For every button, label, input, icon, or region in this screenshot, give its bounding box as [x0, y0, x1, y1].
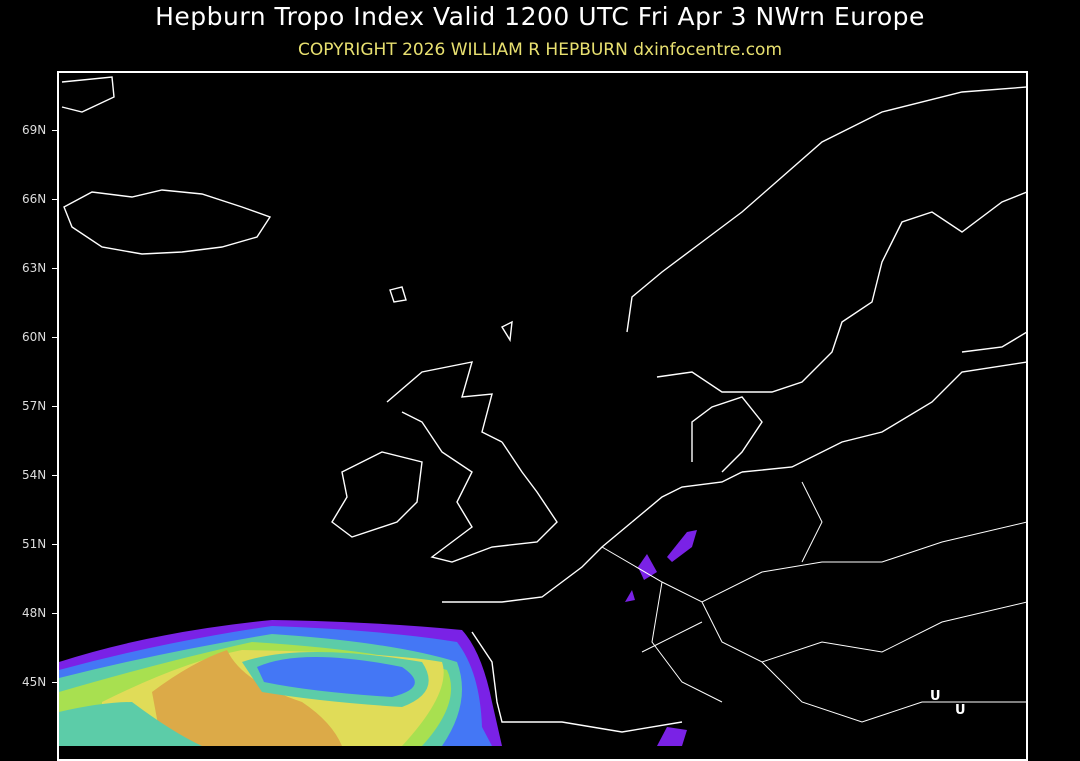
map-canvas: U U	[59, 76, 1026, 746]
lat-label: 66N	[22, 192, 47, 206]
lat-label: 63N	[22, 261, 47, 275]
lat-tick	[52, 337, 57, 338]
lat-tick	[52, 268, 57, 269]
index-purple-patch-lux	[638, 554, 657, 580]
lat-tick	[52, 613, 57, 614]
denmark-coast	[691, 396, 763, 473]
norway-coast	[626, 86, 1026, 333]
finland-coast	[961, 331, 1026, 353]
index-purple-patch-med	[657, 727, 687, 746]
lat-tick	[52, 406, 57, 407]
lat-label: 57N	[22, 399, 47, 413]
borders	[601, 481, 1026, 723]
lat-label: 45N	[22, 675, 47, 689]
scotland-coast	[386, 361, 503, 443]
lat-label: 54N	[22, 468, 47, 482]
baltic-coast	[741, 361, 1026, 473]
lat-label: 69N	[22, 123, 47, 137]
lat-label: 60N	[22, 330, 47, 344]
britain-coast	[401, 411, 558, 563]
ireland-coast	[331, 451, 423, 538]
coastlines	[61, 76, 1026, 733]
iceland-coast	[63, 189, 272, 255]
lat-tick	[52, 682, 57, 683]
marker-u: U	[955, 703, 966, 718]
lat-label: 48N	[22, 606, 47, 620]
index-teal-inner	[59, 702, 202, 746]
shetland-coast	[501, 320, 513, 343]
faroe-coast	[389, 286, 407, 303]
copyright-line: COPYRIGHT 2026 WILLIAM R HEPBURN dxinfoc…	[297, 40, 783, 60]
index-purple-patch-benelux	[667, 530, 697, 562]
greenland-coast	[61, 76, 115, 113]
lat-tick	[52, 475, 57, 476]
map-title: Hepburn Tropo Index Valid 1200 UTC Fri A…	[155, 2, 925, 31]
index-purple-patch-france	[625, 590, 635, 602]
marker-u: U	[930, 689, 941, 704]
tropo-index-field	[59, 530, 697, 746]
map-frame: U U	[57, 71, 1028, 761]
index-blue-core	[257, 657, 415, 697]
france-coast	[442, 521, 683, 733]
sweden-coast	[656, 191, 1026, 393]
lat-tick	[52, 130, 57, 131]
benelux-coast	[631, 471, 743, 523]
lat-label: 51N	[22, 537, 47, 551]
lat-tick	[52, 544, 57, 545]
index-orange-zone	[152, 650, 342, 746]
lat-tick	[52, 199, 57, 200]
